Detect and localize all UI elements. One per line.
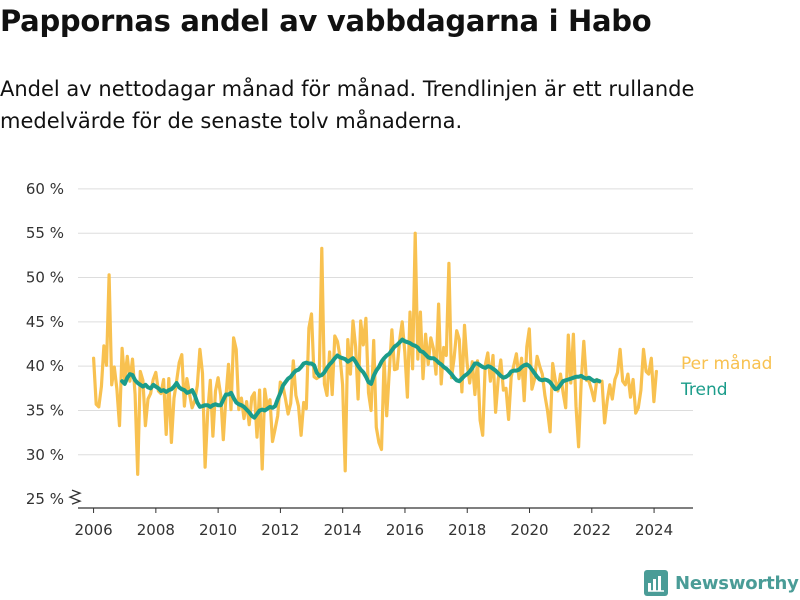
x-tick-label: 2016 [386,521,424,539]
x-tick-label: 2014 [324,521,362,539]
bar-chart-logo-icon [644,570,668,596]
y-tick-label: 30 % [26,446,64,464]
y-tick-label: 25 % [26,490,64,508]
trend-series-line [120,337,602,420]
chart-subtitle: Andel av nettodagar månad för månad. Tre… [0,77,695,133]
series-lines [92,231,658,476]
y-tick-label: 50 % [26,269,64,287]
x-axis [68,489,693,513]
brand-name: Newsworthy [675,572,799,594]
monthly-series-label: Per månad [681,353,772,374]
x-tick-label: 2006 [74,521,112,539]
y-tick-label: 40 % [26,357,64,375]
y-tick-label: 60 % [26,180,64,198]
x-tick-label: 2008 [137,521,175,539]
x-tick-label: 2010 [199,521,237,539]
trend-series-label: Trend [680,380,728,400]
x-tick-label: 2022 [573,521,611,539]
axis-break-icon [68,489,82,505]
x-tick-label: 2024 [635,521,673,539]
newsworthy-logo: Newsworthy [644,569,799,597]
y-axis-tick-labels: 25 % 30 % 35 % 40 % 45 % 50 % 55 % 60 % [26,180,64,508]
x-tick-label: 2018 [448,521,486,539]
series-labels: Per månad Trend [680,353,772,400]
y-tick-label: 35 % [26,401,64,419]
monthly-series-line [92,231,658,476]
gridlines [78,188,693,456]
y-tick-label: 45 % [26,313,64,331]
x-tick-label: 2012 [261,521,299,539]
chart-title: Pappornas andel av vabbdagarna i Habo [0,4,652,38]
y-tick-label: 55 % [26,224,64,242]
x-axis-tick-labels: 2006 2008 2010 2012 2014 2016 2018 2020 2022 2024 [74,521,673,539]
x-tick-label: 2020 [510,521,548,539]
